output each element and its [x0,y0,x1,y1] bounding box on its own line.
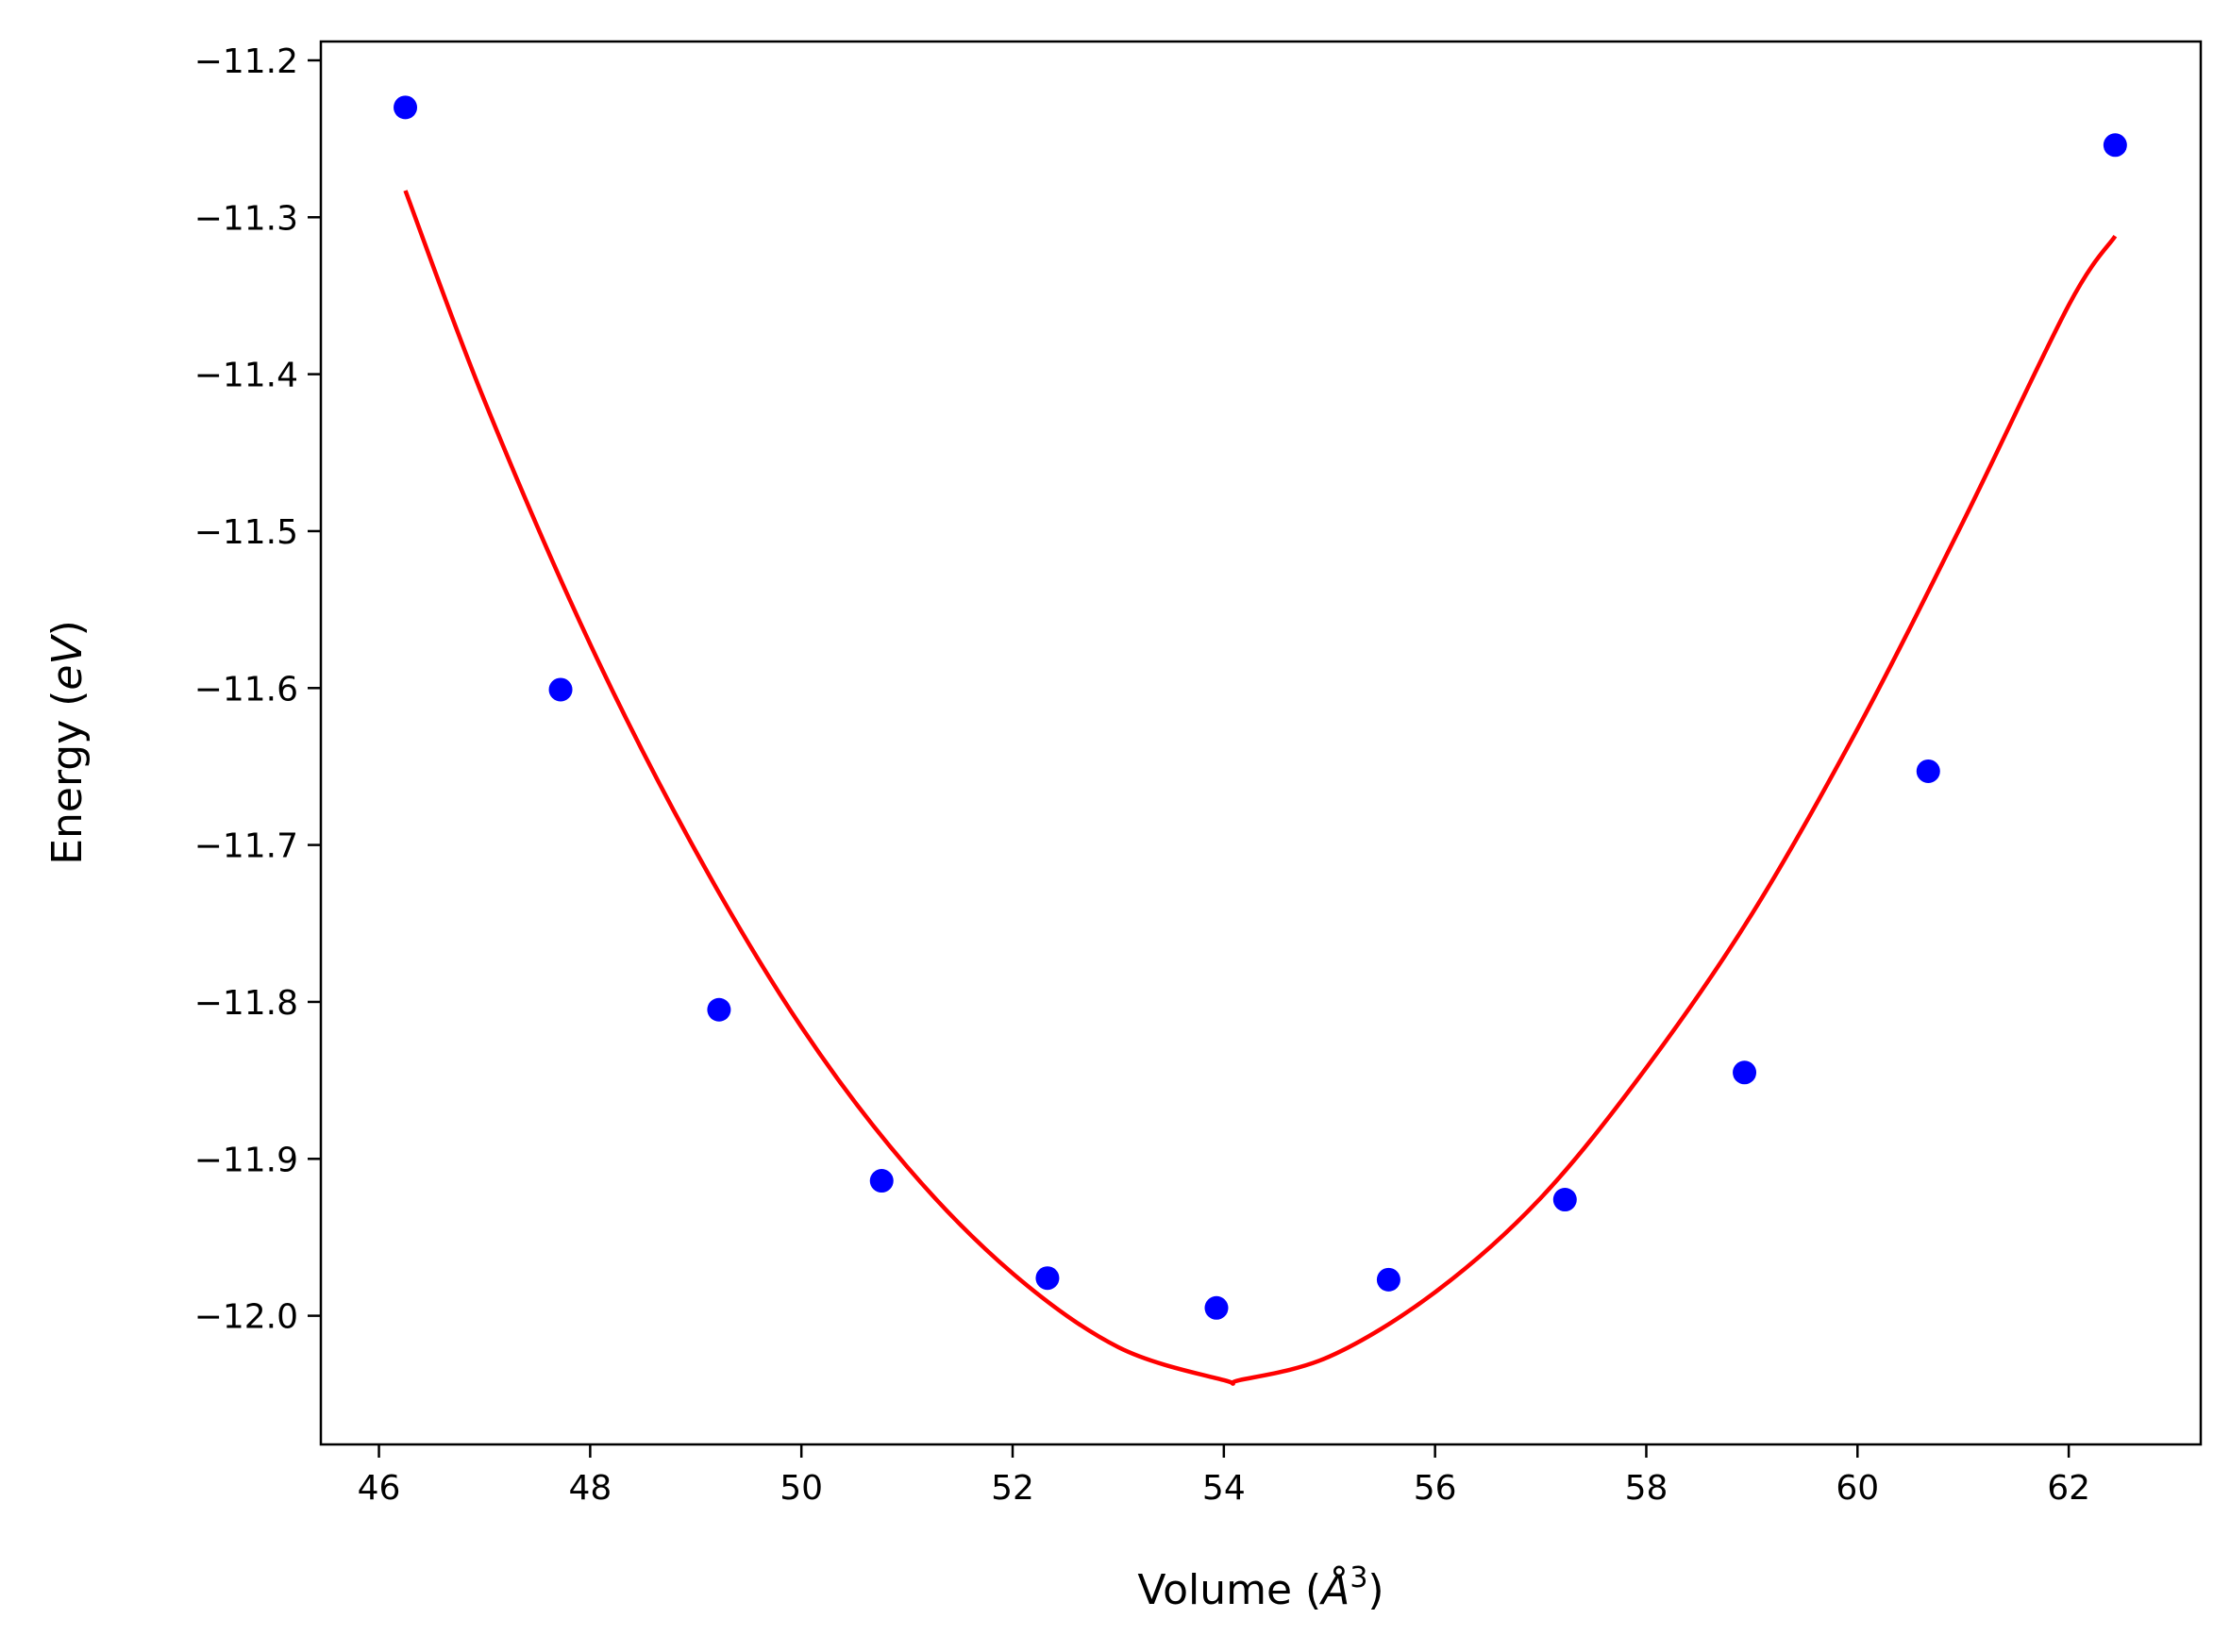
y-tick-label: −11.8 [194,984,298,1023]
y-ticks: −11.2 −11.3 −11.4 −11.5 −11.6 −11.7 −11.8 −11.9… [194,42,321,1337]
x-tick-label: 50 [780,1469,823,1508]
x-tick-label: 56 [1414,1469,1457,1508]
data-point [1552,1188,1577,1212]
y-tick-label: −12.0 [194,1298,298,1337]
x-axis-label: Volume (Å3) [1137,1561,1383,1614]
y-tick-label: −11.3 [194,199,298,238]
y-tick-label: −11.4 [194,357,298,395]
x-tick-label: 46 [358,1469,401,1508]
data-point [1916,759,1940,783]
data-point [869,1169,894,1193]
x-tick-label: 58 [1625,1469,1668,1508]
data-point [1035,1266,1060,1291]
y-axis-label-symbol: eV [43,634,92,691]
x-ticks: 46 48 50 52 54 56 58 60 62 [358,1444,2090,1508]
y-tick-label: −11.5 [194,513,298,552]
axes-frame [319,40,2203,1446]
y-tick-label: −11.2 [194,42,298,81]
x-axis-label-prefix: Volume ( [1137,1566,1321,1614]
y-tick-label: −11.6 [194,670,298,709]
x-tick-label: 62 [2047,1469,2090,1508]
y-tick-label: −11.9 [194,1141,298,1179]
fit-line [403,190,2118,1386]
data-point [394,95,418,120]
x-tick-label: 60 [1836,1469,1879,1508]
x-tick-label: 48 [568,1469,612,1508]
plot-marks [394,95,2127,1386]
data-point [707,997,731,1022]
data-point [1733,1060,1757,1085]
data-point [1376,1267,1400,1292]
y-axis-label-suffix: ) [43,620,92,636]
x-axis-label-symbol: Å [1318,1564,1350,1614]
y-tick-label: −11.7 [194,827,298,866]
x-tick-label: 54 [1202,1469,1246,1508]
y-axis-label: Energy (eV) [43,620,92,865]
x-tick-label: 52 [991,1469,1034,1508]
data-point [2103,133,2127,158]
x-axis-label-superscript: 3 [1350,1561,1367,1594]
x-axis-label-suffix: ) [1367,1566,1383,1614]
data-point [1204,1295,1229,1320]
data-point [548,677,573,702]
y-axis-label-prefix: Energy ( [43,691,92,865]
